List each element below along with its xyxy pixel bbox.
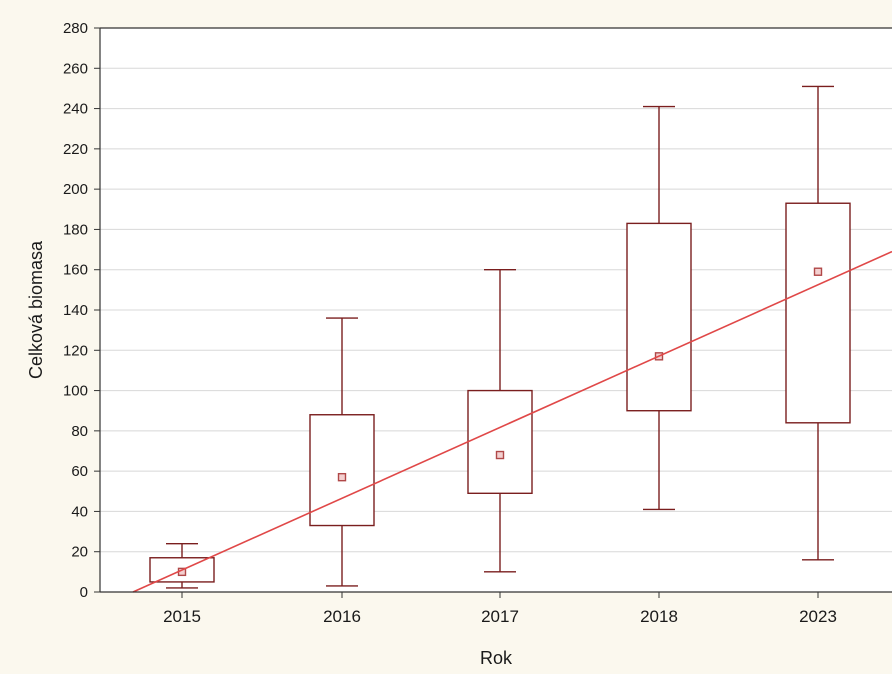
y-tick-label: 220: [63, 141, 88, 158]
x-axis-ticks: 2015 2016 2017 2018 2023: [163, 592, 837, 626]
mean-marker: [337, 472, 347, 482]
mean-marker: [495, 450, 505, 460]
y-tick-label: 40: [71, 503, 88, 520]
x-tick-label: 2017: [481, 607, 519, 626]
box-2023: [785, 85, 851, 561]
y-tick-label: 20: [71, 544, 88, 561]
y-tick-label: 200: [63, 181, 88, 198]
y-tick-label: 140: [63, 302, 88, 319]
x-tick-label: 2016: [323, 607, 361, 626]
x-tick-label: 2015: [163, 607, 201, 626]
y-tick-label: 280: [63, 20, 88, 37]
box-2018: [626, 105, 692, 511]
trend-line: [132, 250, 892, 593]
y-tick-label: 60: [71, 463, 88, 480]
box-iqr: [626, 222, 692, 412]
mean-marker: [813, 267, 823, 276]
y-axis-ticks: 0 20 40 60 80 100 120 140 160 180 200 220 240 260 280: [63, 20, 100, 601]
y-axis-label: Celková biomasa: [26, 240, 46, 379]
y-tick-label: 240: [63, 101, 88, 118]
box-iqr: [785, 202, 851, 424]
box-iqr: [467, 389, 533, 495]
x-tick-label: 2018: [640, 607, 678, 626]
y-tick-label: 80: [71, 423, 88, 440]
x-axis-label: Rok: [480, 648, 513, 668]
y-tick-label: 0: [80, 584, 88, 601]
y-tick-label: 160: [63, 262, 88, 279]
y-tick-label: 180: [63, 221, 88, 238]
y-tick-label: 260: [63, 60, 88, 77]
y-tick-label: 120: [63, 342, 88, 359]
box-2017: [467, 269, 533, 573]
y-tick-label: 100: [63, 383, 88, 400]
x-tick-label: 2023: [799, 607, 837, 626]
